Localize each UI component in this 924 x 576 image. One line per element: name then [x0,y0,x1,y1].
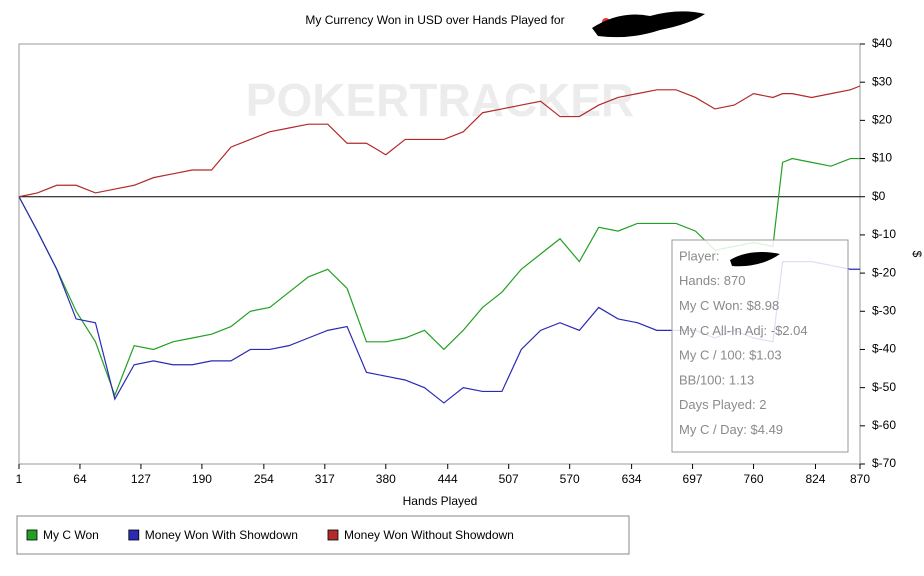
redaction [592,11,705,38]
tooltip-line: My C Won: $8.98 [679,298,779,313]
y-tick-label: $-30 [872,303,896,317]
x-tick-label: 64 [73,472,87,486]
legend-label: Money Won Without Showdown [344,528,514,542]
y-tick-label: $30 [872,74,892,88]
x-tick-label: 760 [744,472,764,486]
x-tick-label: 870 [850,472,870,486]
x-tick-label: 254 [254,472,274,486]
x-axis-label: Hands Played [403,494,478,508]
x-tick-label: 190 [192,472,212,486]
tooltip-line: Player: [679,248,719,263]
x-tick-label: 127 [131,472,151,486]
y-axis-label: $ [910,251,924,258]
x-tick-label: 444 [438,472,458,486]
x-tick-label: 570 [560,472,580,486]
redaction [730,252,780,267]
legend-swatch [26,529,38,541]
x-tick-label: 697 [683,472,703,486]
tooltip-line: My C / Day: $4.49 [679,422,783,437]
x-tick-label: 1 [16,472,23,486]
legend-label: My C Won [43,528,99,542]
tooltip-line: BB/100: 1.13 [679,372,754,387]
y-tick-label: $-60 [872,418,896,432]
y-tick-label: $-20 [872,265,896,279]
y-tick-label: $10 [872,151,892,165]
y-tick-label: $40 [872,36,892,50]
watermark: POKERTRACKER [246,74,634,126]
plot-frame [18,43,861,465]
x-tick-label: 380 [376,472,396,486]
legend-frame [16,515,630,555]
y-tick-label: $-10 [872,227,896,241]
x-tick-label: 824 [805,472,825,486]
chart-title: My Currency Won in USD over Hands Played… [305,13,564,27]
tooltip-line: My C / 100: $1.03 [679,348,782,363]
y-tick-label: $0 [872,189,886,203]
tooltip-line: Hands: 870 [679,273,746,288]
x-tick-label: 507 [499,472,519,486]
y-tick-label: $-40 [872,342,896,356]
y-tick-label: $20 [872,113,892,127]
x-tick-label: 634 [622,472,642,486]
legend-swatch [128,529,140,541]
tooltip-line: My C All-In Adj: -$2.04 [679,323,808,338]
y-tick-label: $-50 [872,380,896,394]
legend-label: Money Won With Showdown [145,528,298,542]
tooltip-frame [671,239,849,453]
legend-swatch [327,529,339,541]
x-tick-label: 317 [315,472,335,486]
series-line [18,85,861,198]
tooltip-line: Days Played: 2 [679,397,766,412]
y-tick-label: $-70 [872,456,896,470]
